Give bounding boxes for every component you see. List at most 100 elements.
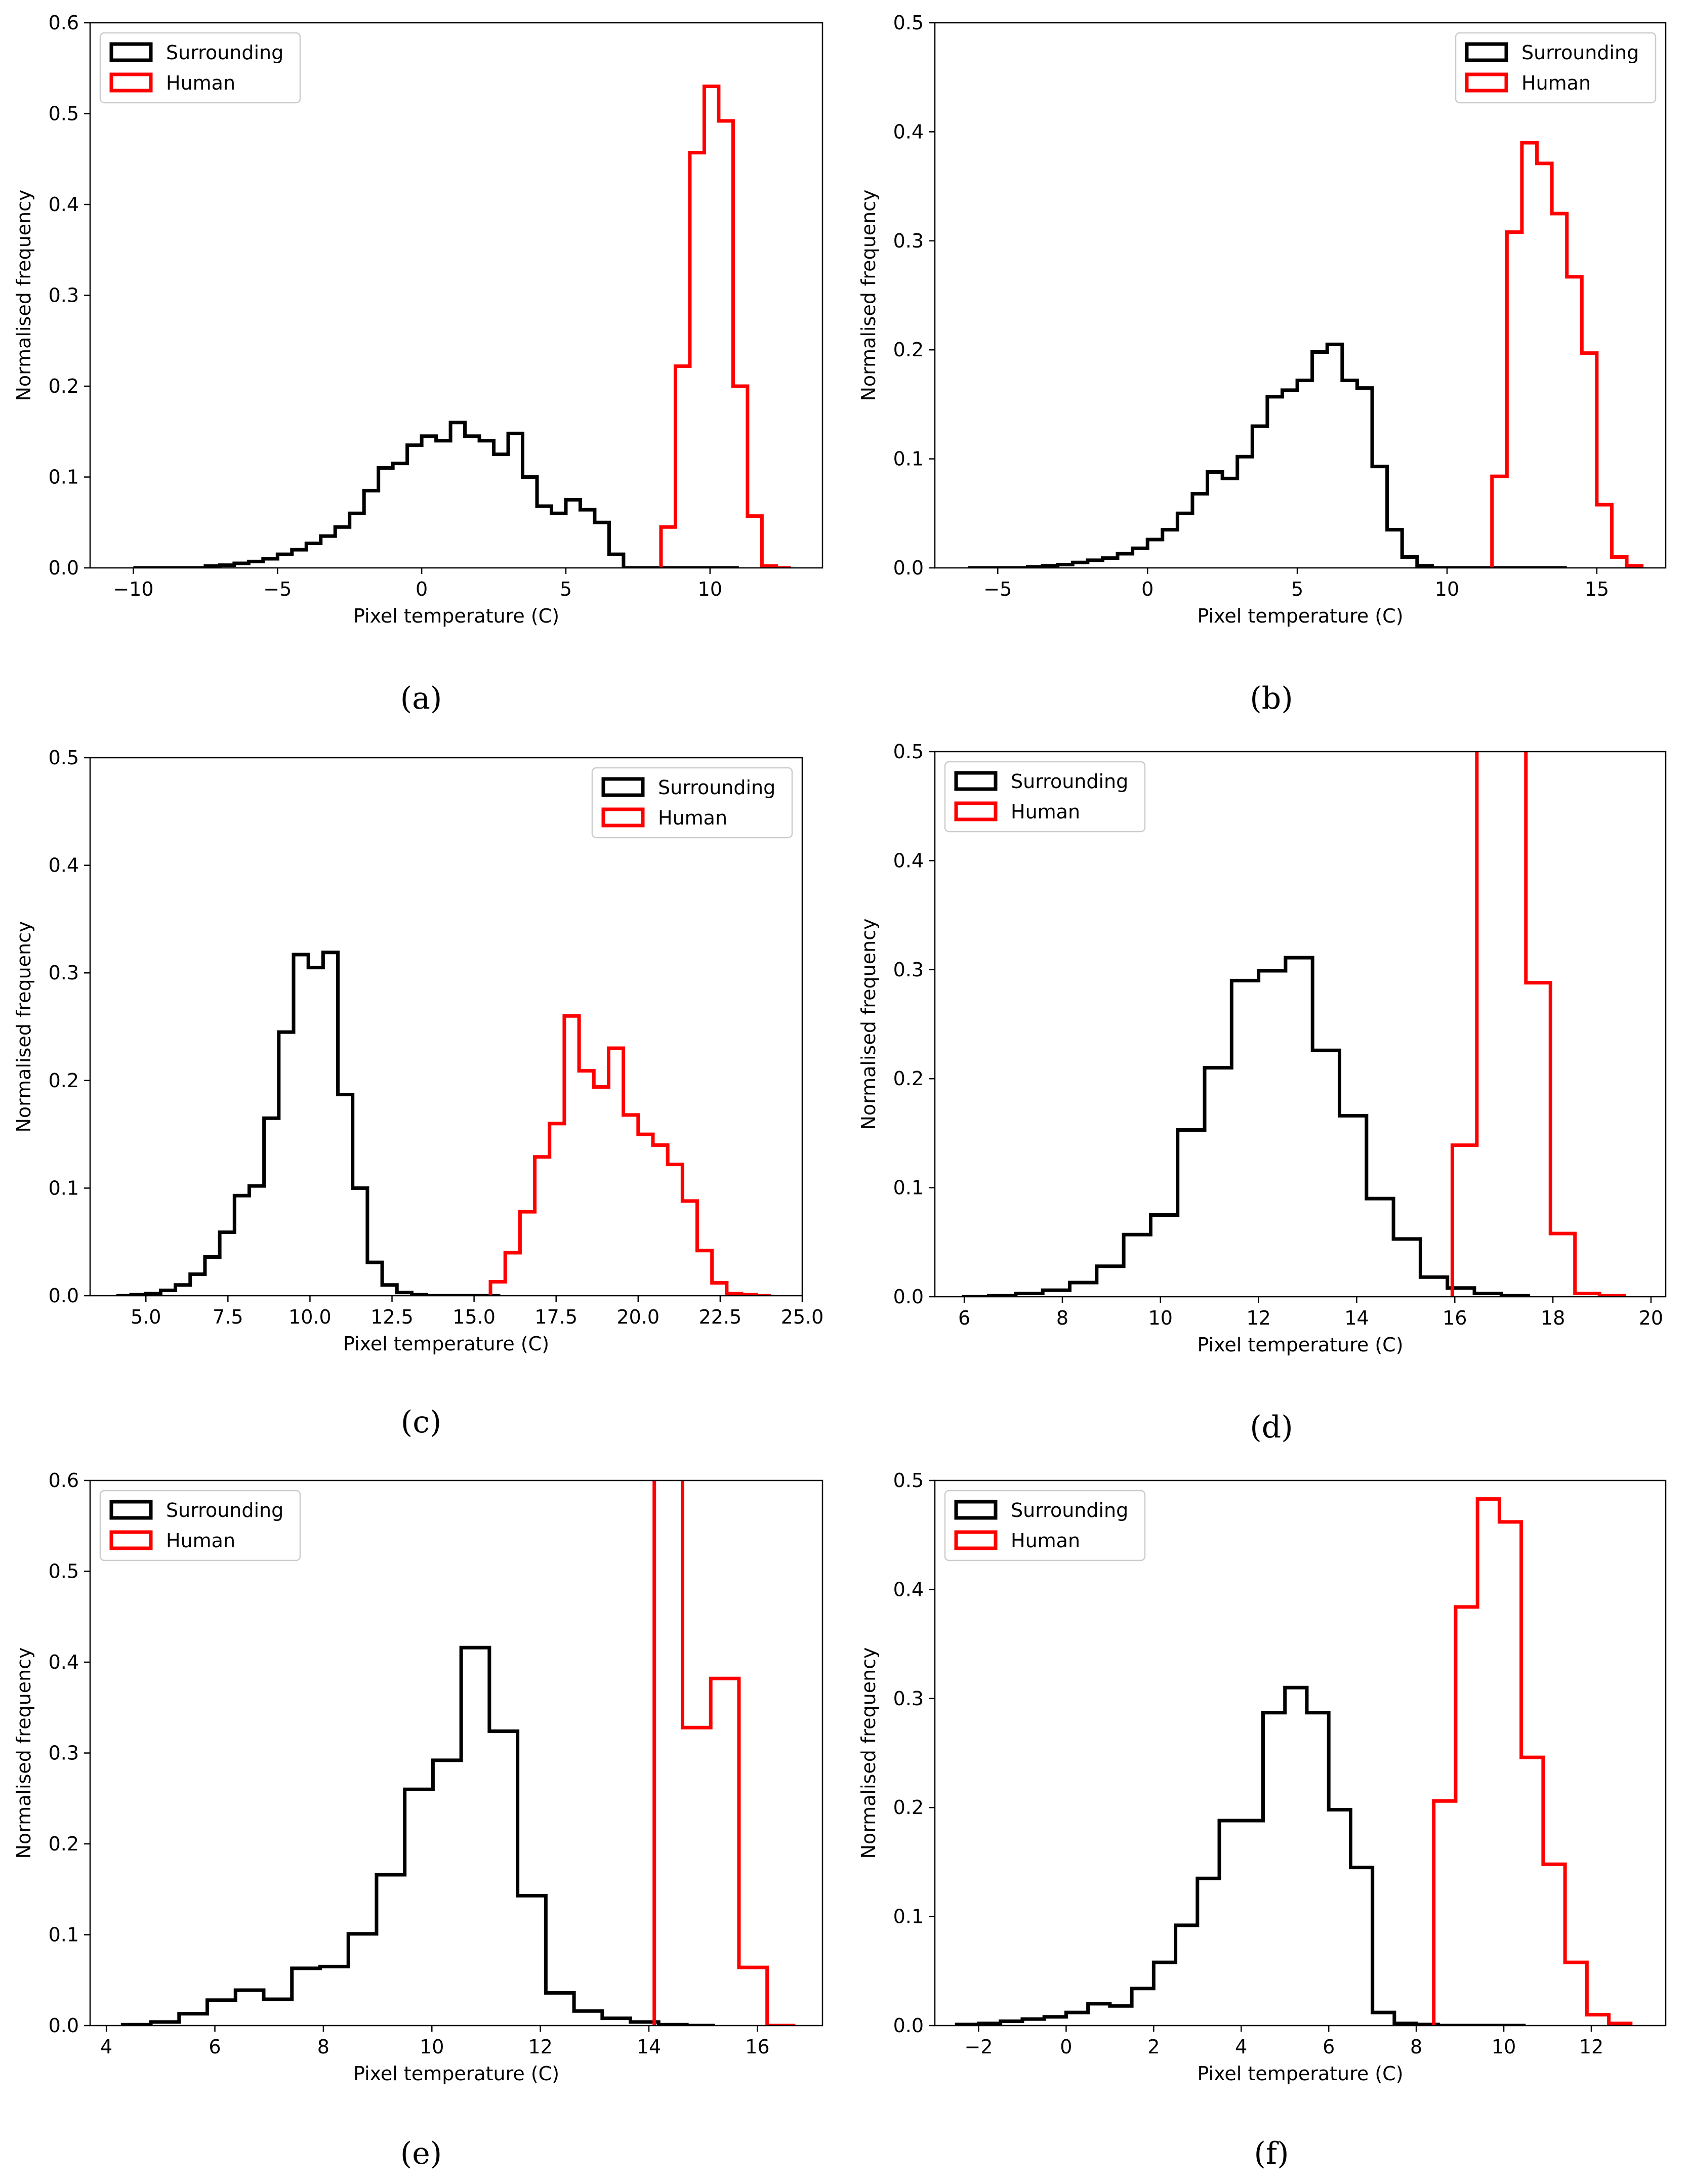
legend-label-surrounding: Surrounding: [166, 42, 283, 64]
caption-e: (e): [400, 2136, 442, 2171]
series-surrounding-line: [955, 1685, 1526, 2026]
x-axis-label: Pixel temperature (C): [353, 605, 559, 627]
y-axis-label: Normalised frequency: [857, 918, 880, 1130]
caption-b: (b): [1250, 681, 1293, 716]
legend-label-human: Human: [166, 72, 235, 94]
x-axis-label: Pixel temperature (C): [1197, 605, 1403, 627]
legend: Surrounding Human: [944, 1490, 1146, 1561]
y-tick-label: 0.2: [49, 375, 79, 397]
y-tick-label: 0.5: [49, 747, 79, 769]
x-tick-label: 16: [745, 2036, 769, 2058]
y-tick-label: 0.3: [893, 1687, 924, 1710]
legend-swatch-surrounding: [601, 777, 645, 797]
y-tick-label: 0.0: [893, 557, 924, 579]
x-tick-label: 10: [420, 2036, 444, 2058]
x-tick-label: 15: [1585, 578, 1609, 600]
y-axis-label: Normalised frequency: [857, 189, 880, 401]
plot-frame: [89, 1479, 823, 2027]
caption-d: (d): [1250, 1410, 1293, 1445]
x-tick-label: 20: [1639, 1307, 1663, 1329]
y-tick-label: 0.5: [893, 740, 924, 763]
y-tick-label: 0.4: [49, 193, 79, 216]
y-tick-label: 0.3: [893, 230, 924, 252]
plot-frame: [89, 22, 823, 569]
series-surrounding-line: [133, 421, 739, 568]
legend-label-surrounding: Surrounding: [658, 776, 775, 799]
plot-frame: [934, 751, 1667, 1298]
x-tick-label: 20.0: [617, 1306, 660, 1328]
legend: Surrounding Human: [944, 761, 1146, 833]
plot-frame: [934, 1479, 1667, 2027]
series-human-line: [1432, 1497, 1633, 2026]
legend-swatch-surrounding: [109, 1500, 153, 1520]
y-tick-label: 0.2: [893, 1796, 924, 1819]
x-tick-label: 6: [958, 1307, 970, 1329]
legend-swatch-human: [109, 72, 153, 93]
legend-swatch-human: [954, 801, 998, 821]
legend-swatch-surrounding: [109, 42, 153, 62]
chart-panel-e: 4 6 8 10 12 14 16 0.0 0.1 0.2 0.3 0.4 0.5 0.6 Pixel te…: [13, 1469, 823, 2085]
legend-swatch-surrounding: [954, 771, 998, 791]
series-surrounding-line: [968, 342, 1567, 568]
x-tick-label: 14: [1344, 1307, 1369, 1329]
y-tick-label: 0.2: [49, 1069, 79, 1092]
x-tick-label: −2: [964, 2036, 993, 2058]
x-tick-label: 14: [637, 2036, 661, 2058]
legend: Surrounding Human: [99, 32, 301, 104]
y-tick-label: 0.1: [49, 466, 79, 488]
x-tick-label: 5: [1291, 578, 1303, 600]
legend-label-human: Human: [1011, 801, 1080, 823]
series-surrounding-line: [962, 956, 1531, 1297]
y-tick-label: 0.3: [49, 1742, 79, 1764]
legend-label-human: Human: [166, 1530, 235, 1552]
y-tick-label: 0.5: [49, 103, 79, 125]
x-tick-label: 8: [1056, 1307, 1068, 1329]
series-human-line: [652, 1480, 796, 2026]
y-tick-label: 0.1: [893, 1906, 924, 1928]
x-tick-label: 8: [317, 2036, 329, 2058]
y-tick-label: 0.0: [49, 1285, 79, 1307]
x-tick-label: 12: [528, 2036, 552, 2058]
x-tick-label: 7.5: [213, 1306, 243, 1328]
y-tick-label: 0.0: [893, 2014, 924, 2037]
x-tick-label: 10.0: [288, 1306, 332, 1328]
caption-a: (a): [400, 681, 442, 716]
x-tick-label: 25.0: [781, 1306, 824, 1328]
y-tick-label: 0.2: [893, 1067, 924, 1090]
x-tick-label: 6: [1323, 2036, 1335, 2058]
x-tick-label: 12: [1579, 2036, 1603, 2058]
y-tick-label: 0.1: [893, 1177, 924, 1199]
x-tick-label: −5: [983, 578, 1012, 600]
legend-label-surrounding: Surrounding: [1521, 42, 1639, 64]
x-tick-label: 15.0: [452, 1306, 496, 1328]
y-axis-label: Normalised frequency: [13, 189, 35, 401]
caption-f: (f): [1254, 2136, 1289, 2171]
series-surrounding-line: [116, 951, 501, 1296]
y-tick-label: 0.1: [49, 1924, 79, 1946]
legend-label-human: Human: [1521, 72, 1591, 94]
x-axis-label: Pixel temperature (C): [353, 2063, 559, 2085]
y-tick-label: 0.1: [893, 448, 924, 470]
x-tick-label: 6: [209, 2036, 221, 2058]
x-tick-label: 16: [1442, 1307, 1467, 1329]
legend: Surrounding Human: [1455, 32, 1657, 104]
y-tick-label: 0.0: [49, 557, 79, 579]
y-tick-label: 0.6: [49, 12, 79, 34]
x-tick-label: 10: [698, 578, 722, 600]
x-tick-label: 18: [1541, 1307, 1565, 1329]
y-tick-label: 0.3: [893, 959, 924, 981]
y-axis-label: Normalised frequency: [13, 1647, 35, 1859]
legend-swatch-surrounding: [954, 1500, 998, 1520]
chart-panel-a: −10 −5 0 5 10 0.0 0.1 0.2 0.3 0.4 0.5 0.6 Pixel temp…: [13, 12, 823, 627]
x-tick-label: 2: [1147, 2036, 1160, 2058]
legend-swatch-surrounding: [1465, 42, 1508, 62]
x-tick-label: 12: [1246, 1307, 1270, 1329]
legend-swatch-human: [954, 1530, 998, 1550]
x-axis-label: Pixel temperature (C): [1197, 1334, 1403, 1356]
x-tick-label: 10: [1492, 2036, 1516, 2058]
plot-frame: [89, 757, 803, 1297]
x-axis-label: Pixel temperature (C): [343, 1333, 549, 1355]
x-axis-label: Pixel temperature (C): [1197, 2063, 1403, 2085]
x-tick-label: 5: [560, 578, 572, 600]
chart-panel-c: 5.0 7.5 10.0 12.5 15.0 17.5 20.0 22.5 25.0 0.0 0.1…: [13, 747, 824, 1355]
